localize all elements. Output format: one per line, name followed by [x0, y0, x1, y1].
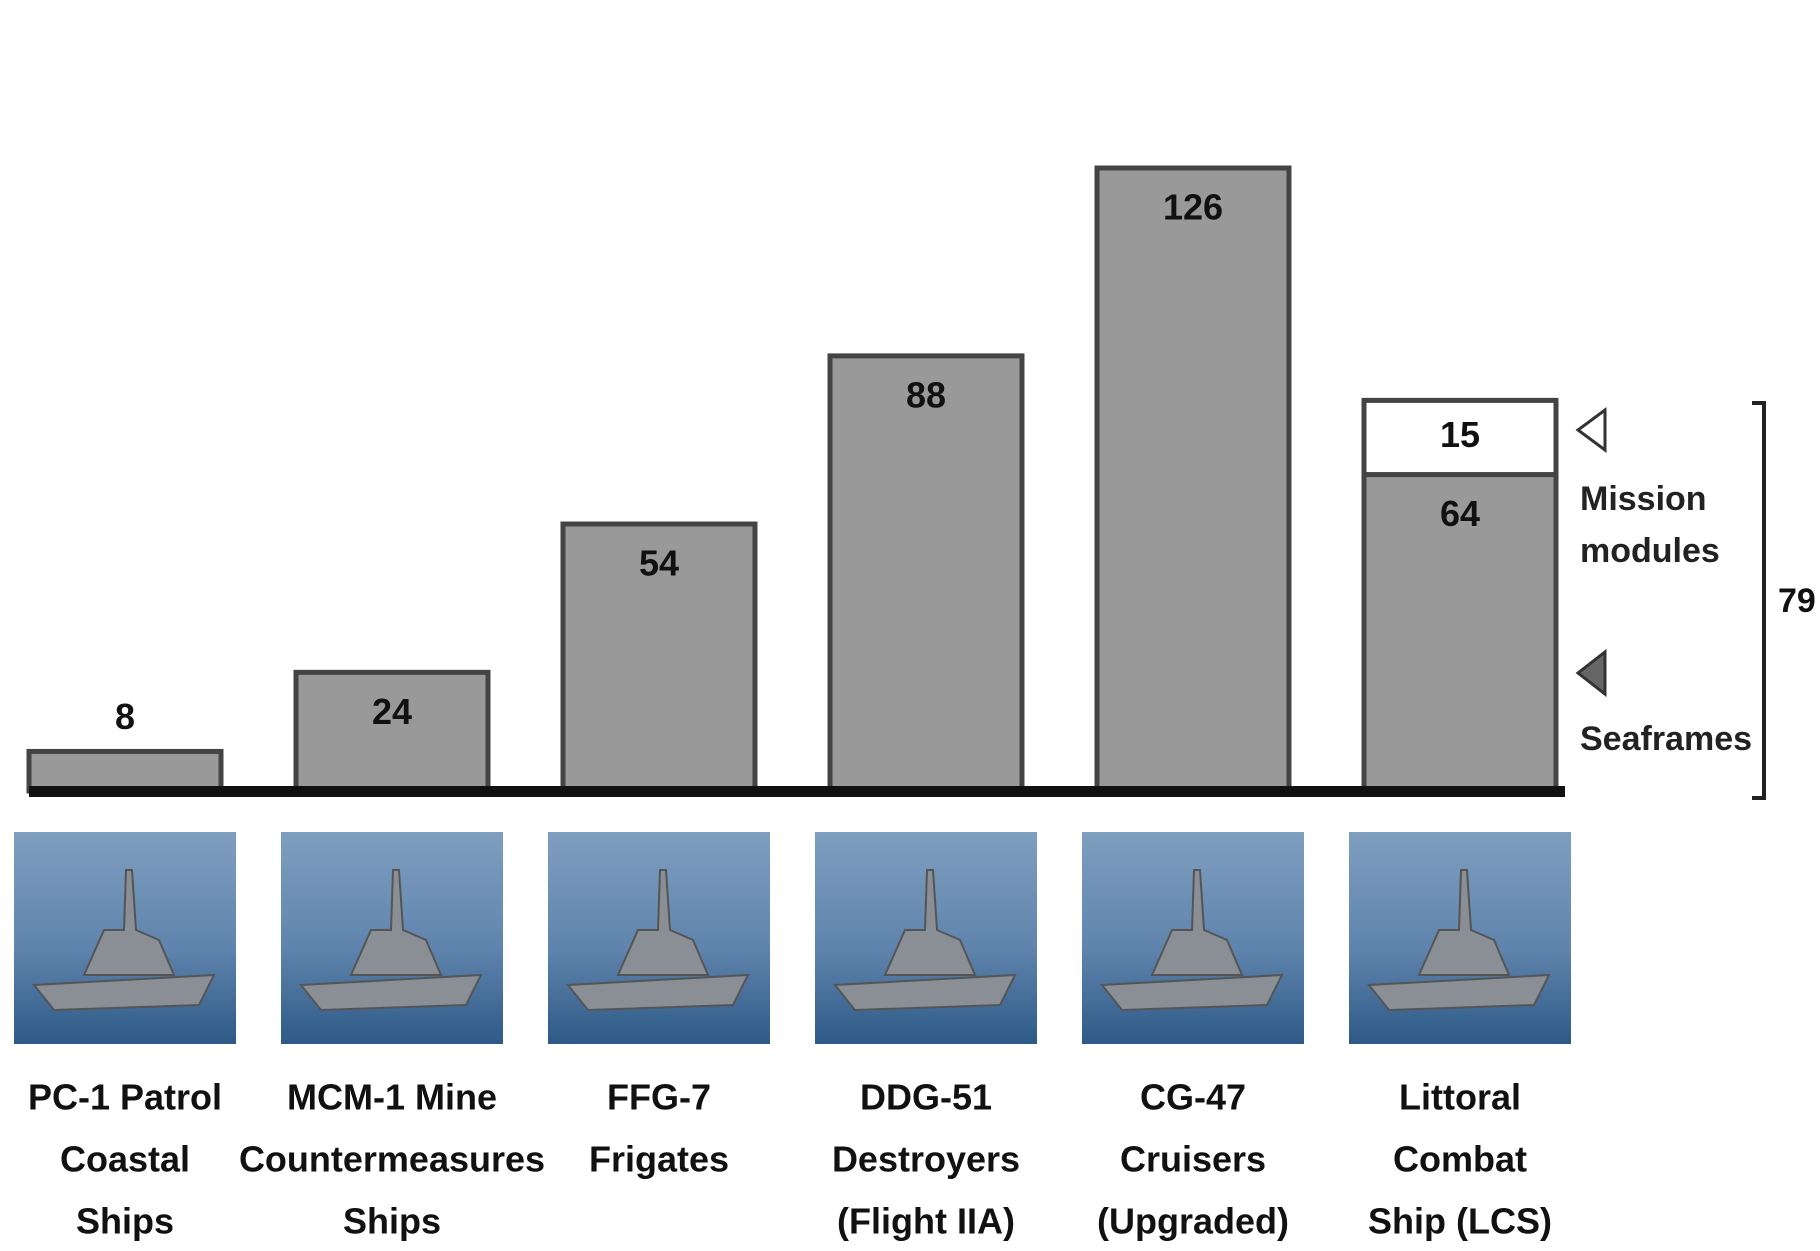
x-tick-label: Coastal	[60, 1139, 190, 1180]
ship-silhouette	[833, 869, 1017, 1012]
x-tick-label: FFG-7	[607, 1077, 711, 1118]
value-label: 88	[906, 374, 946, 415]
ship-silhouette	[566, 869, 750, 1012]
bar	[26, 748, 224, 794]
x-tick-label: Cruisers	[1120, 1139, 1266, 1180]
bar	[560, 521, 758, 794]
x-tick-label: Ship (LCS)	[1368, 1201, 1552, 1242]
x-tick-label: Ships	[76, 1201, 174, 1242]
x-tick-label: MCM-1 Mine	[287, 1077, 497, 1118]
legend-label: Seaframes	[1580, 720, 1753, 758]
x-tick-label: Ships	[343, 1201, 441, 1242]
x-tick-label: CG-47	[1140, 1077, 1246, 1118]
bar	[827, 353, 1025, 794]
x-tick-label: (Upgraded)	[1097, 1201, 1289, 1242]
x-tick-label: DDG-51	[860, 1077, 992, 1118]
ship-silhouette	[299, 869, 483, 1012]
value-label: 54	[639, 543, 679, 584]
bar	[293, 669, 491, 794]
baseline	[29, 786, 1565, 797]
x-tick-label: PC-1 Patrol	[28, 1077, 222, 1118]
x-tick-label: Combat	[1393, 1139, 1527, 1180]
arrow	[1575, 648, 1607, 698]
ship-silhouette	[1100, 869, 1284, 1012]
bracket	[1752, 401, 1766, 800]
value-label: 8	[115, 696, 135, 737]
ship-photos	[14, 832, 1571, 1044]
x-tick-label: Frigates	[589, 1139, 729, 1180]
x-tick-label: Destroyers	[832, 1139, 1020, 1180]
value-label: 24	[372, 691, 412, 732]
value-label: 64	[1440, 493, 1480, 534]
value-label: 15	[1440, 414, 1480, 455]
x-tick-label: Littoral	[1399, 1077, 1521, 1118]
x-tick-label: (Flight IIA)	[837, 1201, 1015, 1242]
x-tick-label: Countermeasures	[239, 1139, 545, 1180]
arrow	[1575, 407, 1607, 453]
ship-silhouette	[1367, 869, 1551, 1012]
total-label: 79	[1778, 582, 1816, 620]
ship-silhouette	[32, 869, 216, 1012]
bar	[1361, 397, 1559, 478]
bar	[1094, 165, 1292, 794]
legend-label: Mission modules	[1580, 480, 1720, 570]
value-label: 126	[1163, 187, 1223, 228]
